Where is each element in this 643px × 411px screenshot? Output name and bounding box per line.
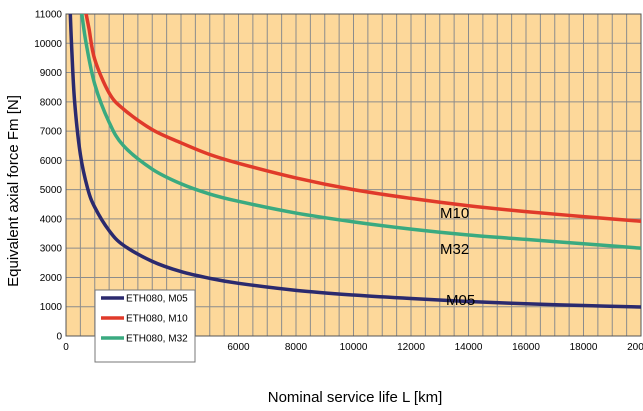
y-tick-label: 3000	[40, 244, 63, 255]
x-tick-label: 10000	[340, 342, 368, 353]
y-tick-label: 7000	[40, 127, 63, 138]
series-label-m05: M05	[446, 292, 475, 309]
y-tick-label: 10000	[34, 39, 62, 50]
series-label-m32: M32	[440, 241, 469, 258]
legend-label: ETH080, M32	[126, 334, 188, 345]
x-tick-label: 12000	[397, 342, 425, 353]
y-tick-label: 11000	[35, 10, 63, 21]
y-tick-label: 2000	[40, 273, 63, 284]
x-tick-label: 20000	[627, 342, 643, 353]
grid	[65, 13, 642, 337]
x-tick-label: 8000	[285, 342, 308, 353]
y-tick-label: 4000	[40, 214, 63, 225]
x-tick-label: 18000	[570, 342, 598, 353]
legend-label: ETH080, M05	[126, 294, 188, 305]
y-tick-label: 9000	[40, 68, 63, 79]
x-tick-label: 14000	[455, 342, 483, 353]
series-line-m10	[84, 14, 641, 223]
y-tick-label: 6000	[40, 156, 63, 167]
legend-label: ETH080, M10	[126, 314, 188, 325]
legend: ETH080, M05 ETH080, M10 ETH080, M32	[94, 289, 196, 363]
series-line-m32	[80, 14, 641, 250]
plot-border	[65, 13, 642, 337]
series-line-m05	[68, 14, 641, 309]
y-axis-title: Equivalent axial force Fm [N]	[5, 95, 22, 287]
x-tick-label: 0	[63, 342, 69, 353]
series-label-m10: M10	[440, 205, 469, 222]
x-axis-title: Nominal service life L [km]	[268, 389, 443, 406]
legend-box	[94, 289, 196, 363]
y-tick-label: 5000	[40, 185, 63, 196]
x-tick-label: 16000	[512, 342, 540, 353]
series-labels: M05 M10 M32	[440, 205, 475, 309]
series-lines	[68, 14, 641, 309]
y-tick-label: 0	[56, 332, 62, 343]
y-tick-label: 1000	[40, 302, 63, 313]
x-tick-label: 6000	[227, 342, 250, 353]
y-tick-labels: 0 1000 2000 3000 4000 5000 6000 7000 8000 9000 100…	[34, 10, 62, 343]
y-tick-label: 8000	[40, 97, 63, 108]
